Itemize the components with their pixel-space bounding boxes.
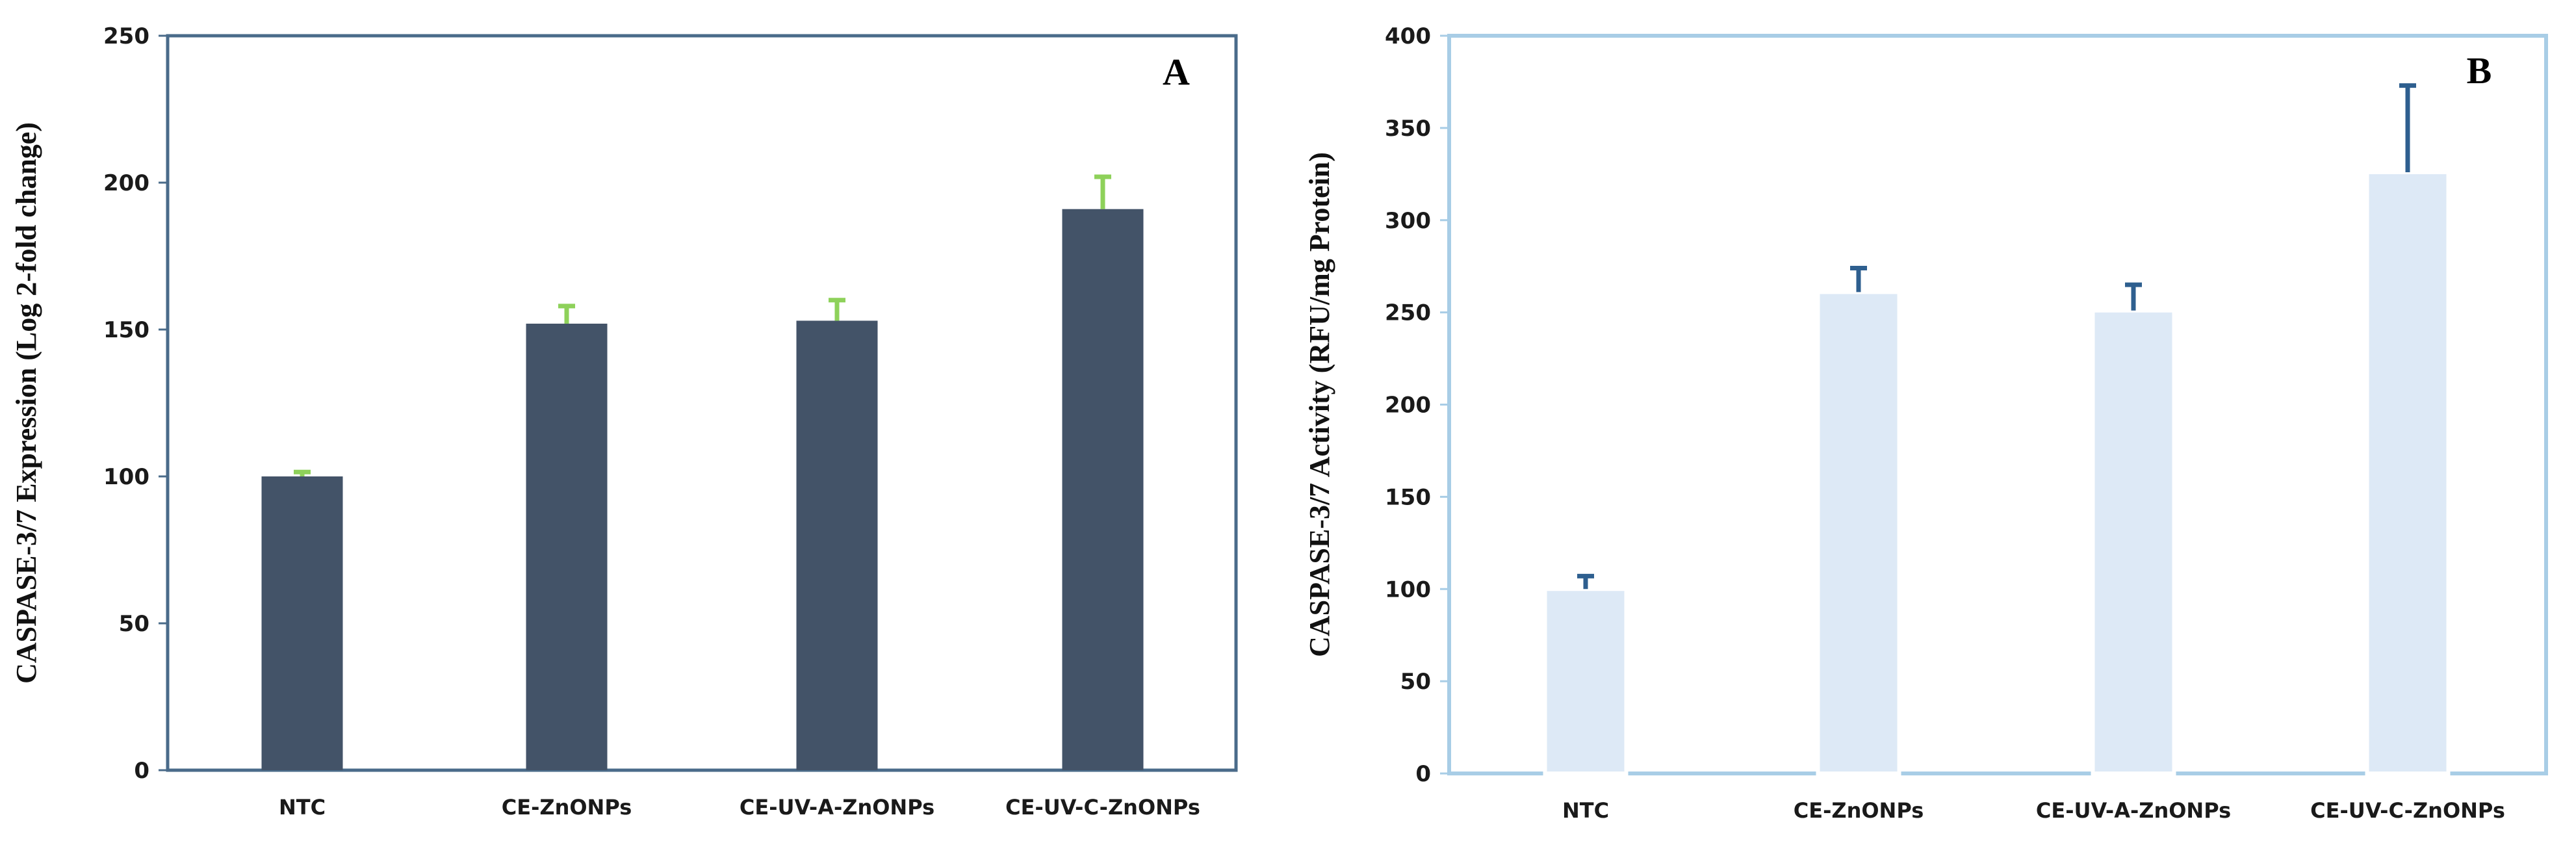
bar	[796, 320, 878, 770]
y-tick-label: 200	[103, 170, 149, 196]
x-category-label: NTC	[279, 795, 326, 820]
x-category-label: CE-UV-A-ZnONPs	[2036, 798, 2231, 823]
y-tick-label: 100	[103, 464, 149, 490]
y-tick-label: 400	[1385, 23, 1431, 49]
y-axis-title: CASPASE-3/7 Expression (Log 2-fold chang…	[10, 122, 42, 684]
x-category-label: CE-UV-A-ZnONPs	[740, 795, 934, 820]
panel-label: A	[1163, 51, 1190, 93]
x-category-label: CE-ZnONPs	[1794, 798, 1924, 823]
y-tick-label: 250	[103, 23, 149, 49]
y-tick-label: 0	[134, 758, 149, 784]
chart-a: 0 50 100 150 200 250 NTC CE-ZnONPs CE-UV-A-ZnONP…	[10, 23, 1238, 820]
y-tick-label: 50	[119, 611, 149, 637]
y-tick-label: 150	[1385, 484, 1431, 510]
bar	[2091, 308, 2176, 776]
bar	[1816, 290, 1901, 776]
y-tick-label: 150	[103, 317, 149, 343]
y-tick-label: 50	[1400, 669, 1431, 695]
plot-frame	[166, 34, 1238, 772]
x-category-label: CE-ZnONPs	[502, 795, 632, 820]
y-tick-label: 250	[1385, 300, 1431, 326]
y-tick-label: 350	[1385, 116, 1431, 142]
y-tick-label: 100	[1385, 577, 1431, 603]
bar	[2365, 170, 2451, 776]
x-category-label: CE-UV-C-ZnONPs	[2310, 798, 2505, 823]
x-category-label: CE-UV-C-ZnONPs	[1005, 795, 1200, 820]
y-tick-label: 200	[1385, 393, 1431, 419]
y-tick-label: 300	[1385, 208, 1431, 234]
chart-b: 0 50 100 150 200 250 300 350 400 NTC CE-ZnONPs CE-U…	[1304, 23, 2548, 823]
x-category-label: NTC	[1562, 798, 1609, 823]
bar	[526, 323, 608, 771]
panel-label: B	[2467, 49, 2492, 92]
y-tick-label: 0	[1415, 761, 1431, 787]
bar	[261, 476, 343, 770]
bar	[1062, 209, 1144, 770]
y-axis-title: CASPASE-3/7 Activity (RFU/mg Protein)	[1304, 152, 1335, 657]
bar	[1543, 587, 1629, 775]
